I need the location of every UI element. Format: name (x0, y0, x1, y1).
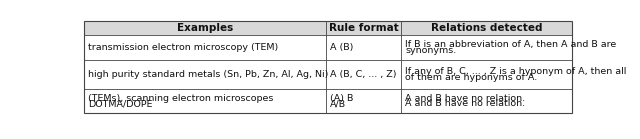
Text: A/B: A/B (330, 99, 346, 108)
Bar (84, 21, 572, 35)
Text: of them are hyponyms of A.: of them are hyponyms of A. (405, 73, 538, 82)
Text: synonyms.: synonyms. (405, 46, 456, 55)
Text: A and B have no relation.: A and B have no relation. (405, 99, 525, 108)
Text: DOTMA/DOPE: DOTMA/DOPE (88, 99, 152, 108)
Bar (84, 60, 572, 89)
Text: high purity standard metals (Sn, Pb, Zn, Al, Ag, Ni): high purity standard metals (Sn, Pb, Zn,… (88, 70, 328, 79)
Text: Examples: Examples (177, 23, 233, 33)
Text: Rule format: Rule format (328, 23, 398, 33)
Text: (TEMs), scanning electron microscopes: (TEMs), scanning electron microscopes (88, 94, 273, 103)
Text: A (B): A (B) (330, 43, 353, 52)
Text: (A) B: (A) B (330, 94, 353, 103)
Text: Relations detected: Relations detected (431, 23, 542, 33)
Text: A and B have no relation.: A and B have no relation. (405, 94, 525, 103)
Text: If B is an abbreviation of A, then A and B are: If B is an abbreviation of A, then A and… (405, 40, 616, 49)
Text: A (B, C, ... , Z): A (B, C, ... , Z) (330, 70, 396, 79)
Bar (84, 89, 572, 113)
Text: transmission electron microscopy (TEM): transmission electron microscopy (TEM) (88, 43, 278, 52)
Bar (84, 35, 572, 60)
Text: If any of B, C, ... , Z is a hyponym of A, then all: If any of B, C, ... , Z is a hyponym of … (405, 67, 627, 76)
Bar (84, 21, 572, 113)
